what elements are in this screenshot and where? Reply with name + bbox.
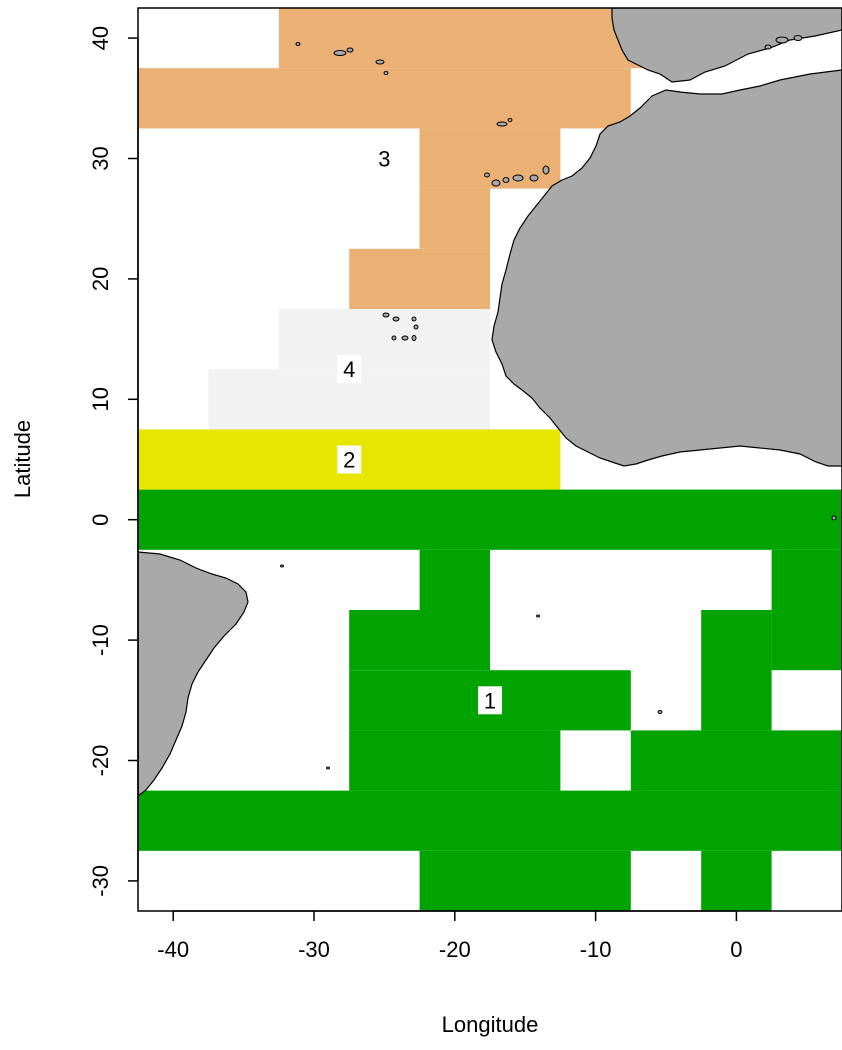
x-tick-label: -30	[298, 937, 330, 962]
y-axis: -30 -20 -10 0 10 20 30 40	[88, 26, 139, 897]
africa-landmass	[491, 69, 842, 467]
island-capeverde-5	[391, 335, 397, 341]
island-st-helena	[657, 710, 663, 714]
zone-labels-layer: 1 2 3 4	[337, 144, 502, 715]
zone-3-label: 3	[378, 147, 390, 172]
island-balearic-3	[764, 44, 772, 50]
zone-1-cell	[701, 610, 772, 731]
island-capeverde-2	[392, 316, 400, 322]
zone-1-cell	[419, 850, 631, 911]
island-capeverde-7	[411, 335, 417, 341]
island-azores-2	[333, 50, 347, 56]
y-tick-label: 0	[88, 514, 113, 526]
island-balearic-1	[775, 36, 789, 44]
south-america-landmass	[138, 551, 249, 797]
y-tick-label: 10	[88, 387, 113, 411]
island-canary-3	[502, 177, 510, 183]
zone-1-label-bg	[478, 686, 502, 715]
zone-3-cell	[419, 128, 561, 189]
island-balearic-2	[793, 35, 803, 41]
y-tick-label: -10	[88, 624, 113, 656]
zone-1-cell	[771, 549, 842, 610]
island-fernando	[280, 564, 284, 568]
x-tick-label: -10	[580, 937, 612, 962]
zone-1-cell	[701, 850, 772, 911]
island-azores-3	[346, 47, 354, 53]
zone-1-cell	[349, 730, 561, 791]
x-axis: -40 -30 -20 -10 0	[157, 910, 743, 962]
zone-3-cell	[419, 188, 490, 249]
zone-3-cell	[349, 248, 490, 309]
zone-4-label: 4	[343, 357, 355, 382]
island-capeverde-6	[401, 335, 409, 341]
land-layer	[138, 8, 842, 797]
zone-1-cell	[419, 549, 490, 610]
zone-1-cell	[771, 610, 842, 671]
x-tick-label: -40	[157, 937, 189, 962]
y-tick-label: -20	[88, 745, 113, 777]
island-capeverde-1	[382, 312, 390, 318]
island-canary-2	[491, 179, 501, 187]
island-azores-4	[375, 59, 385, 65]
island-capeverde-4	[413, 324, 419, 330]
zone-1-cell	[630, 730, 842, 791]
zone-1-label: 1	[484, 688, 496, 713]
iberia-landmass	[611, 8, 842, 83]
zone-1-cell	[138, 489, 842, 550]
zone-4-label-bg	[337, 355, 362, 384]
y-tick-label: 40	[88, 26, 113, 50]
island-madeira	[496, 121, 508, 127]
x-axis-title: Longitude	[442, 1012, 539, 1037]
zone-3-cell	[138, 68, 631, 129]
zone-cells-layer	[138, 8, 842, 911]
zone-1-cell	[138, 790, 842, 851]
zone-3-label-bg	[372, 144, 397, 173]
island-capeverde-3	[411, 316, 417, 322]
island-madeira-2	[507, 118, 513, 122]
zone-4-cell	[278, 309, 490, 370]
y-tick-label: -30	[88, 865, 113, 897]
island-canary-5	[529, 174, 539, 182]
x-tick-label: 0	[730, 937, 742, 962]
island-azores-5	[383, 71, 389, 75]
zone-2-label-bg	[337, 445, 362, 474]
island-azores-1	[295, 42, 301, 46]
island-canary-6	[542, 165, 550, 175]
zone-2-label: 2	[343, 448, 355, 473]
island-canary-1	[484, 172, 490, 178]
island-sao-tome	[831, 515, 837, 521]
y-axis-title: Latitude	[10, 420, 35, 498]
zone-1-cell	[349, 610, 490, 671]
y-tick-label: 20	[88, 267, 113, 291]
y-tick-label: 30	[88, 146, 113, 170]
x-tick-label: -20	[439, 937, 471, 962]
island-trindade	[326, 766, 330, 770]
island-ascension	[536, 614, 540, 618]
island-canary-4	[512, 174, 524, 182]
